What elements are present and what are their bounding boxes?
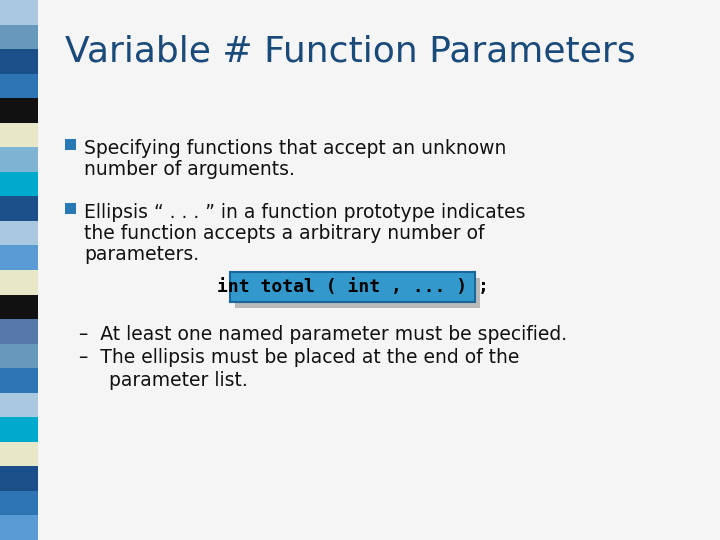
Text: number of arguments.: number of arguments. [84, 160, 295, 179]
Bar [0, 467, 38, 491]
Text: the function accepts a arbitrary number of: the function accepts a arbitrary number … [84, 224, 485, 243]
Text: parameters.: parameters. [84, 245, 199, 264]
Bar [0, 73, 38, 98]
Bar [0, 417, 38, 442]
Bar [0, 147, 38, 172]
Bar [0, 343, 38, 368]
Bar [0, 98, 38, 123]
Bar [0, 442, 38, 467]
Bar [0, 197, 38, 221]
Bar [0, 368, 38, 393]
Bar [0, 491, 38, 516]
Bar [0, 319, 38, 343]
Text: Variable # Function Parameters: Variable # Function Parameters [65, 35, 636, 69]
Bar [0, 270, 38, 294]
Bar [0, 172, 38, 197]
Bar [0, 246, 38, 270]
Bar [230, 272, 475, 302]
Bar [0, 393, 38, 417]
Bar [0, 49, 38, 73]
Bar [0, 123, 38, 147]
Bar [0, 24, 38, 49]
Text: parameter list.: parameter list. [79, 371, 248, 390]
Text: –  At least one named parameter must be specified.: – At least one named parameter must be s… [79, 325, 567, 344]
Bar [235, 278, 480, 308]
Text: int total ( int , ... ) ;: int total ( int , ... ) ; [217, 278, 488, 296]
Bar [0, 221, 38, 246]
Bar [0, 516, 38, 540]
Text: Ellipsis “ . . . ” in a function prototype indicates: Ellipsis “ . . . ” in a function prototy… [84, 203, 526, 222]
Bar [65, 203, 76, 214]
Bar [0, 294, 38, 319]
Text: Specifying functions that accept an unknown: Specifying functions that accept an unkn… [84, 139, 506, 158]
Text: –  The ellipsis must be placed at the end of the: – The ellipsis must be placed at the end… [79, 348, 519, 367]
Bar [65, 139, 76, 150]
Bar [0, 0, 38, 24]
